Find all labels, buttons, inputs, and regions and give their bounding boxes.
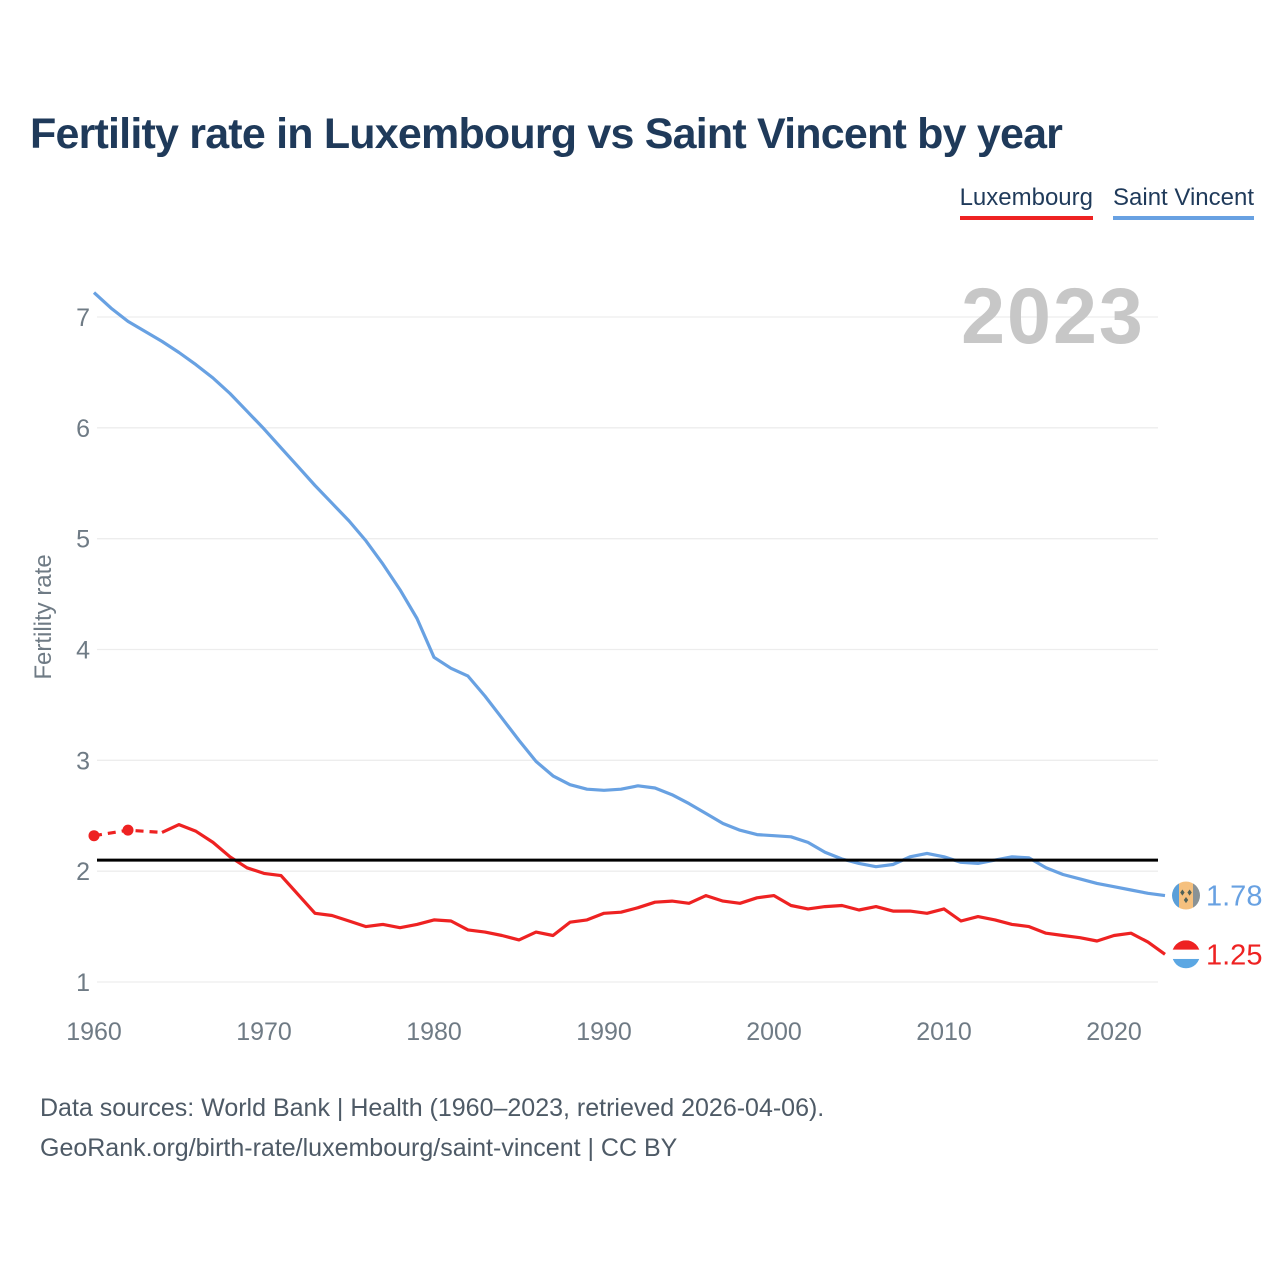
y-tick-label: 5 — [76, 526, 90, 554]
legend-label-saint-vincent: Saint Vincent — [1113, 184, 1254, 211]
data-point-marker-luxembourg — [88, 830, 100, 842]
y-tick-label: 4 — [76, 637, 90, 665]
watermark-year: 2023 — [961, 271, 1145, 360]
y-tick-label: 6 — [76, 415, 90, 443]
y-tick-label: 1 — [76, 969, 90, 997]
footer: Data sources: World Bank | Health (1960–… — [40, 1088, 824, 1168]
series-line-saint-vincent — [92, 291, 1166, 898]
x-tick-label: 2020 — [1086, 1018, 1142, 1046]
series-line-luxembourg — [161, 823, 1166, 956]
end-value-label-saint-vincent: 1.78 — [1206, 881, 1262, 913]
luxembourg-flag-icon — [1172, 940, 1200, 969]
end-value-label-luxembourg: 1.25 — [1206, 939, 1262, 971]
y-tick-label: 2 — [76, 858, 90, 886]
chart-title: Fertility rate in Luxembourg vs Saint Vi… — [30, 110, 1063, 158]
x-tick-label: 2000 — [746, 1018, 802, 1046]
legend-item-luxembourg[interactable]: Luxembourg — [959, 184, 1093, 220]
footer-attribution: GeoRank.org/birth-rate/luxembourg/saint-… — [40, 1134, 678, 1162]
x-tick-label: 1990 — [576, 1018, 632, 1046]
legend: Luxembourg Saint Vincent — [959, 184, 1254, 220]
y-tick-label: 7 — [76, 304, 90, 332]
saint-vincent-flag-icon — [1172, 881, 1200, 910]
x-tick-label: 1960 — [66, 1018, 122, 1046]
y-tick-label: 3 — [76, 747, 90, 775]
legend-item-saint-vincent[interactable]: Saint Vincent — [1113, 184, 1254, 220]
x-tick-label: 1980 — [406, 1018, 462, 1046]
legend-label-luxembourg: Luxembourg — [959, 184, 1093, 211]
footer-data-sources: Data sources: World Bank | Health (1960–… — [40, 1094, 825, 1122]
data-point-marker-luxembourg — [122, 824, 134, 836]
x-tick-label: 2010 — [916, 1018, 972, 1046]
x-tick-label: 1970 — [236, 1018, 292, 1046]
